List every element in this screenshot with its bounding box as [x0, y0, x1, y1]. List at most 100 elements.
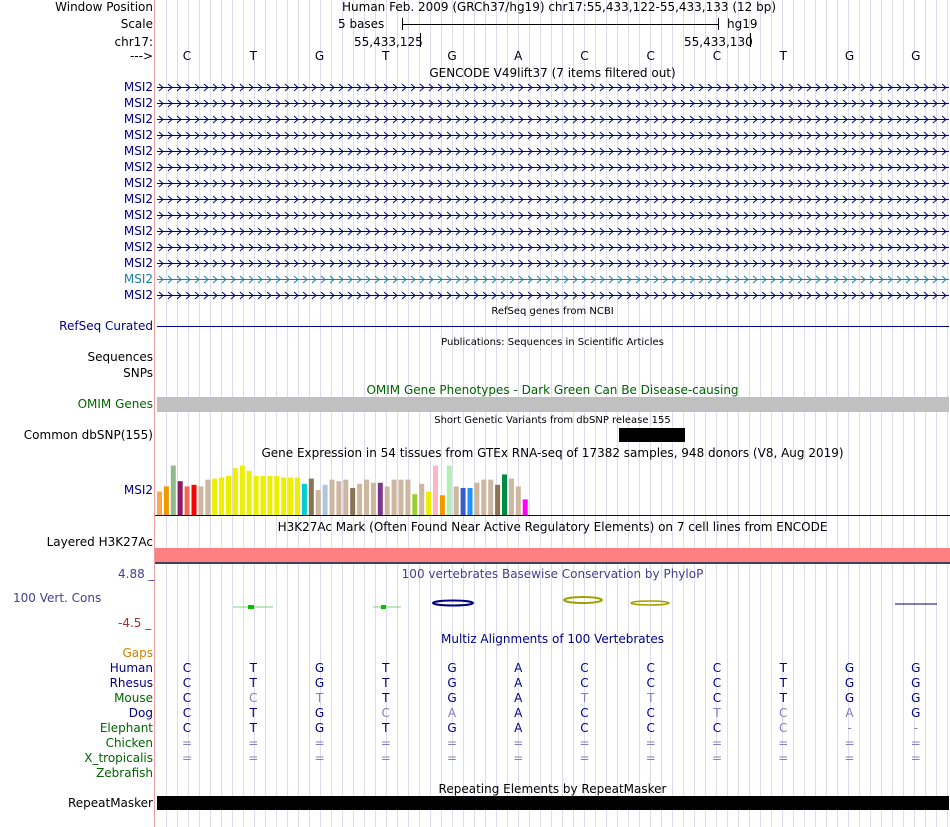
gtex-tissue-bar[interactable] [481, 479, 487, 515]
gencode-item-label[interactable]: MSI2 [123, 176, 153, 190]
multiz-species-label[interactable]: X_tropicalis [84, 751, 153, 765]
gtex-tissue-bar[interactable] [495, 484, 501, 515]
gtex-tissue-bar[interactable] [267, 476, 273, 515]
repeatmasker-label[interactable]: RepeatMasker [67, 796, 153, 810]
gtex-tissue-bar[interactable] [502, 474, 507, 515]
gencode-item-label[interactable]: MSI2 [123, 272, 153, 286]
gencode-item-label[interactable]: MSI2 [123, 208, 153, 222]
refseq-gene-line[interactable] [157, 326, 949, 327]
gtex-tissue-bar[interactable] [157, 491, 162, 515]
gencode-item-label[interactable]: MSI2 [123, 224, 153, 238]
h3k27ac-label[interactable]: Layered H3K27Ac [46, 535, 153, 549]
gtex-tissue-bar[interactable] [246, 470, 252, 515]
gtex-tissue-bar[interactable] [226, 476, 231, 515]
gtex-tissue-bar[interactable] [198, 486, 204, 515]
gtex-tissue-bar[interactable] [377, 482, 383, 515]
gtex-tissue-bar[interactable] [329, 479, 335, 515]
publications-snps-label[interactable]: SNPs [123, 366, 153, 380]
gtex-tissue-bar[interactable] [301, 483, 307, 515]
gencode-item-label[interactable]: MSI2 [123, 80, 153, 94]
gtex-tissue-bar[interactable] [460, 487, 466, 515]
gencode-item-label[interactable]: MSI2 [123, 160, 153, 174]
gtex-tissue-bar[interactable] [412, 494, 418, 515]
gtex-tissue-bar[interactable] [350, 487, 356, 515]
gencode-transcript[interactable] [157, 275, 949, 284]
gtex-tissue-bar[interactable] [515, 486, 521, 515]
h3k27ac-signal[interactable] [155, 548, 950, 562]
gtex-tissue-bar[interactable] [260, 476, 266, 515]
multiz-species-label[interactable]: Elephant [99, 721, 153, 735]
gencode-transcript[interactable] [157, 83, 949, 92]
gencode-item-label[interactable]: MSI2 [123, 96, 153, 110]
gtex-tissue-bar[interactable] [364, 479, 369, 515]
gencode-transcript[interactable] [157, 99, 949, 108]
gtex-tissue-bar[interactable] [508, 478, 514, 515]
gtex-tissue-bar[interactable] [370, 482, 376, 515]
gtex-tissue-bar[interactable] [253, 476, 259, 515]
gtex-tissue-bar[interactable] [391, 479, 397, 515]
publications-sequences-label[interactable]: Sequences [87, 350, 153, 364]
gtex-tissue-bar[interactable] [439, 495, 445, 515]
gtex-tissue-bar[interactable] [453, 486, 459, 515]
gtex-tissue-bar[interactable] [467, 487, 473, 515]
refseq-label[interactable]: RefSeq Curated [59, 319, 153, 333]
gtex-tissue-bar[interactable] [322, 484, 328, 515]
gtex-tissue-bar[interactable] [384, 486, 390, 515]
multiz-species-label[interactable]: Dog [128, 706, 153, 720]
gencode-transcript[interactable] [157, 195, 949, 204]
multiz-species-label[interactable]: Mouse [114, 691, 153, 705]
gtex-tissue-bar[interactable] [163, 486, 169, 515]
omim-label[interactable]: OMIM Genes [77, 397, 153, 411]
gtex-tissue-bar[interactable] [336, 481, 342, 515]
multiz-species-label[interactable]: Zebrafish [96, 766, 153, 780]
gtex-tissue-bar[interactable] [288, 477, 294, 515]
multiz-species-label[interactable]: Chicken [105, 736, 153, 750]
gencode-transcript[interactable] [157, 163, 949, 172]
gtex-label[interactable]: MSI2 [123, 483, 153, 497]
gencode-item-label[interactable]: MSI2 [123, 192, 153, 206]
gtex-tissue-bar[interactable] [184, 486, 190, 515]
gtex-tissue-bar[interactable] [343, 479, 349, 515]
gencode-transcript[interactable] [157, 115, 949, 124]
gencode-item-label[interactable]: MSI2 [123, 256, 153, 270]
gtex-tissue-bar[interactable] [170, 465, 176, 515]
gtex-tissue-bar[interactable] [419, 483, 425, 515]
conservation-label[interactable]: 100 Vert. Cons [13, 591, 102, 605]
gencode-item-label[interactable]: MSI2 [123, 240, 153, 254]
gtex-tissue-bar[interactable] [295, 477, 300, 515]
gencode-item-label[interactable]: MSI2 [123, 288, 153, 302]
gencode-transcript[interactable] [157, 179, 949, 188]
gtex-tissue-bar[interactable] [433, 465, 438, 515]
gtex-tissue-bar[interactable] [239, 465, 245, 515]
gencode-transcript[interactable] [157, 147, 949, 156]
gencode-transcript[interactable] [157, 243, 949, 252]
gtex-tissue-bar[interactable] [488, 479, 494, 515]
gtex-tissue-bar[interactable] [205, 479, 211, 515]
multiz-species-label[interactable]: Human [109, 661, 153, 675]
omim-feature-bar[interactable] [157, 397, 949, 412]
gtex-tissue-bar[interactable] [274, 476, 280, 515]
repeatmasker-element[interactable] [157, 796, 949, 810]
gtex-tissue-bar[interactable] [281, 477, 287, 515]
conservation-plot[interactable] [155, 590, 950, 615]
gtex-tissue-bar[interactable] [522, 499, 528, 515]
gencode-transcript[interactable] [157, 291, 949, 300]
multiz-species-label[interactable]: Rhesus [109, 676, 153, 690]
dbsnp-label[interactable]: Common dbSNP(155) [23, 428, 153, 442]
gencode-item-label[interactable]: MSI2 [123, 144, 153, 158]
gencode-transcript[interactable] [157, 211, 949, 220]
gtex-tissue-bar[interactable] [212, 478, 218, 515]
gtex-tissue-bar[interactable] [191, 484, 197, 515]
gtex-tissue-bar[interactable] [357, 483, 363, 515]
gtex-tissue-bar[interactable] [232, 468, 238, 515]
gtex-tissue-bar[interactable] [315, 490, 321, 515]
gencode-transcript[interactable] [157, 259, 949, 268]
gtex-tissue-bar[interactable] [177, 481, 183, 515]
gencode-transcript[interactable] [157, 131, 949, 140]
gencode-item-label[interactable]: MSI2 [123, 112, 153, 126]
gtex-tissue-bar[interactable] [474, 482, 480, 515]
gtex-tissue-bar[interactable] [219, 477, 225, 515]
dbsnp-variant[interactable] [619, 428, 685, 442]
gtex-bar-chart[interactable] [155, 460, 950, 517]
gencode-transcript[interactable] [157, 227, 949, 236]
